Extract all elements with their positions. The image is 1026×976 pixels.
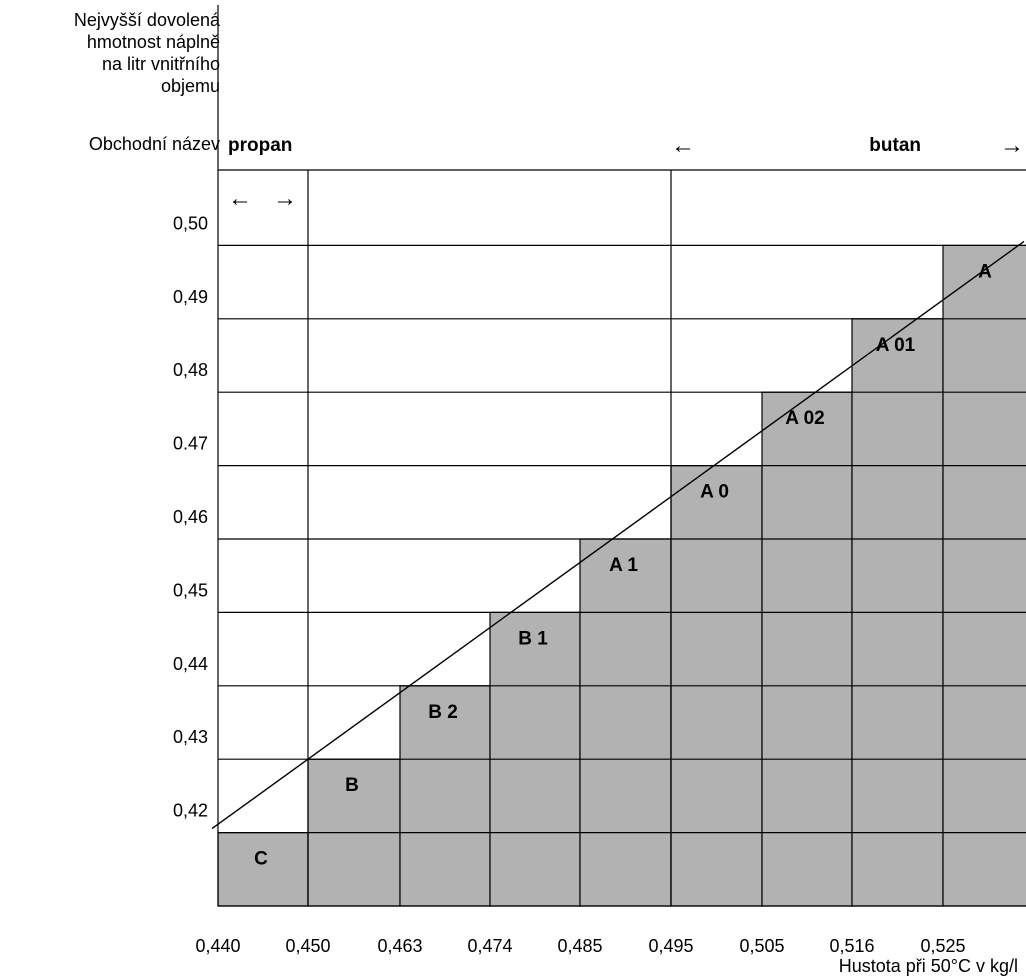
bar-label-a: A <box>978 261 992 282</box>
y-axis-title-line-2: hmotnost náplně <box>86 32 220 52</box>
y-axis-title-line-3: na litr vnitřního <box>101 54 220 74</box>
bar-a02 <box>761 391 853 907</box>
bar-label-c: C <box>254 849 268 870</box>
y-axis-title-line-4: objemu <box>160 76 220 96</box>
bar-label-a0: A 0 <box>700 482 729 503</box>
bar-a1 <box>579 538 672 907</box>
x-axis-title: Hustota při 50°C v kg/l <box>839 956 1018 976</box>
propan-label: propan <box>228 135 292 156</box>
y-tick-label: 0.47 <box>173 434 208 454</box>
butan-arrow-right: → <box>1000 132 1024 159</box>
bar-a <box>942 244 1026 907</box>
y-tick-label: 0,42 <box>173 801 208 821</box>
x-tick-label: 0,525 <box>920 936 965 956</box>
bar-label-b: B <box>345 775 359 796</box>
x-tick-label: 0,474 <box>467 936 512 956</box>
x-tick-label: 0,495 <box>648 936 693 956</box>
y-tick-label: 0,49 <box>173 287 208 307</box>
y-tick-label: 0,44 <box>173 654 208 674</box>
y-tick-label: 0,45 <box>173 580 208 600</box>
y-tick-label: 0,48 <box>173 360 208 380</box>
bar-label-a02: A 02 <box>785 408 824 429</box>
y-axis-title-line-1: Nejvyšší dovolená <box>73 10 220 30</box>
butan-arrow-left: ← <box>671 132 695 159</box>
propan-arrow-right: → <box>273 185 297 212</box>
butan-label: butan <box>869 135 921 156</box>
x-tick-label: 0,516 <box>829 936 874 956</box>
bar-label-b2: B 2 <box>428 702 458 723</box>
propan-arrow-left: ← <box>228 185 252 212</box>
x-tick-label: 0,505 <box>739 936 784 956</box>
y-tick-label: 0,46 <box>173 507 208 527</box>
x-tick-label: 0,450 <box>285 936 330 956</box>
y-tick-label: 0,50 <box>173 213 208 233</box>
bar-label-a1: A 1 <box>609 555 638 576</box>
diagonal-line <box>211 240 1025 830</box>
trade-name-label: Obchodní název <box>88 134 220 154</box>
bar-label-a01: A 01 <box>876 335 916 356</box>
bar-b2 <box>399 685 491 907</box>
bar-label-b1: B 1 <box>518 628 548 649</box>
x-tick-label: 0,463 <box>377 936 422 956</box>
x-tick-label: 0,440 <box>195 936 240 956</box>
y-tick-label: 0,43 <box>173 727 208 747</box>
x-tick-label: 0,485 <box>557 936 602 956</box>
